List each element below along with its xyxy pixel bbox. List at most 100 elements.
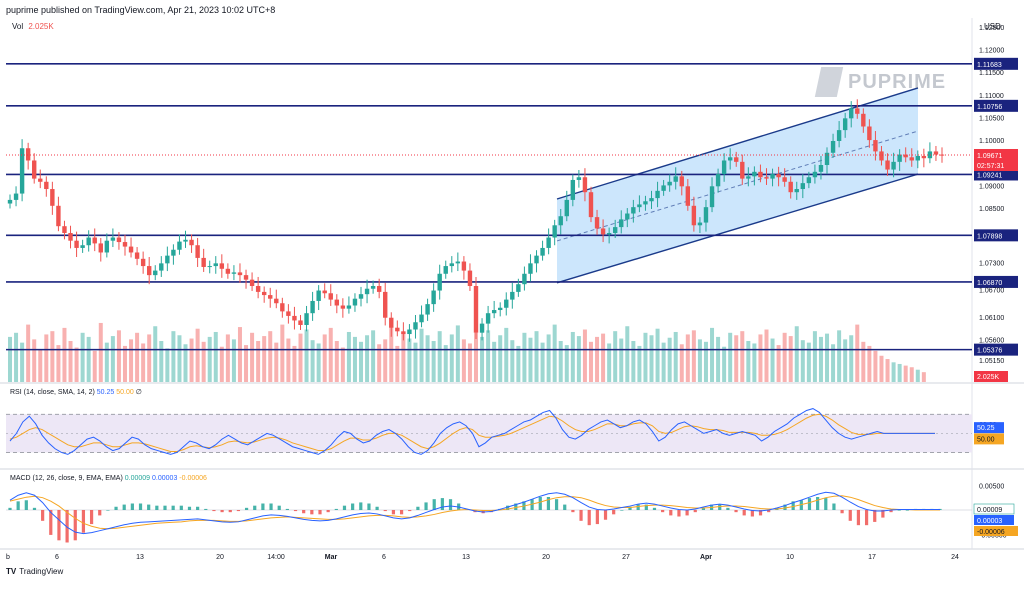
candle-body xyxy=(582,177,588,193)
candle-body xyxy=(849,108,854,119)
volume-bar xyxy=(915,369,920,382)
candle-body xyxy=(836,130,842,141)
price-axis-tick: 1.12000 xyxy=(979,47,1004,54)
volume-bar xyxy=(401,332,406,382)
volume-bar xyxy=(165,348,170,382)
candle-body xyxy=(830,140,836,153)
macd-histogram-bar xyxy=(73,510,77,541)
volume-bar xyxy=(92,350,97,382)
candle-body xyxy=(661,185,666,191)
candle-body xyxy=(679,176,684,187)
macd-histogram-bar xyxy=(873,510,877,522)
vol-label-text: Vol xyxy=(12,22,24,31)
volume-bar xyxy=(831,344,836,382)
volume-bar xyxy=(843,339,848,382)
candle-body xyxy=(498,307,503,311)
price-axis-tick: 1.05600 xyxy=(979,337,1004,344)
volume-bar xyxy=(885,359,890,382)
macd-histogram-bar xyxy=(579,510,583,521)
volume-bar xyxy=(691,330,696,382)
volume-bar xyxy=(710,327,715,382)
volume-bar xyxy=(492,341,497,382)
macd-histogram-bar xyxy=(253,505,257,510)
level-price-tag xyxy=(974,343,1018,356)
volume-bar xyxy=(213,331,218,382)
volume-bar xyxy=(431,341,436,382)
volume-bar xyxy=(280,324,285,382)
candle-body xyxy=(564,199,569,217)
macd-hist-tag xyxy=(973,503,1015,515)
volume-bar xyxy=(522,332,527,382)
candle-body xyxy=(38,178,43,182)
macd-legend-signal: -0.00006 xyxy=(179,475,207,482)
macd-histogram-bar xyxy=(41,510,45,521)
time-axis-tick: b xyxy=(6,554,10,561)
candle-body xyxy=(231,272,237,274)
macd-histogram-bar xyxy=(244,507,249,510)
macd-histogram-bar xyxy=(383,510,387,512)
volume-bar xyxy=(455,325,460,382)
candle-body xyxy=(153,270,158,276)
candle-body xyxy=(855,108,860,114)
volume-bar xyxy=(685,334,690,382)
macd-histogram-bar xyxy=(685,510,689,516)
candle-body xyxy=(782,177,787,182)
macd-histogram-bar xyxy=(285,508,289,510)
volume-bar xyxy=(50,331,55,382)
volume-bar xyxy=(377,344,382,382)
volume-bar xyxy=(504,327,509,382)
volume-bar xyxy=(746,341,751,382)
rsi-legend-ma: 50.00 xyxy=(116,389,134,396)
candle-body xyxy=(558,216,563,226)
price-axis-tick: 1.10500 xyxy=(979,115,1004,122)
volume-bar xyxy=(752,343,757,382)
candle-body xyxy=(703,207,709,223)
volume-bar xyxy=(498,335,503,382)
macd-histogram-bar xyxy=(8,507,12,510)
macd-histogram-bar xyxy=(603,510,608,520)
macd-histogram-bar xyxy=(391,510,396,515)
volume-bar xyxy=(474,332,478,382)
level-price-label: 1.07898 xyxy=(977,233,1002,240)
macd-legend-macd: 0.00003 xyxy=(152,475,178,482)
candle-body xyxy=(431,290,436,305)
candle-body xyxy=(50,189,55,206)
candle-body xyxy=(588,192,594,218)
candle-body xyxy=(19,148,25,194)
volume-bar xyxy=(788,336,793,382)
volume-bar xyxy=(359,341,364,382)
volume-bar xyxy=(461,339,466,382)
macd-histogram-bar xyxy=(856,510,861,526)
candle-body xyxy=(740,161,745,179)
candle-body xyxy=(364,288,370,295)
macd-histogram-bar xyxy=(49,510,53,535)
volume-bar xyxy=(334,341,339,382)
candle-body xyxy=(570,179,576,200)
volume-bar xyxy=(673,331,678,382)
volume-bar xyxy=(667,337,672,382)
macd-histogram-bar xyxy=(179,505,183,510)
volume-bar xyxy=(383,339,388,382)
volume-bar xyxy=(601,333,606,382)
macd-histogram-bar xyxy=(163,505,167,510)
volume-bar xyxy=(225,334,230,382)
level-price-label: 1.06870 xyxy=(977,280,1002,287)
volume-bar xyxy=(68,341,73,382)
volume-bar xyxy=(346,331,351,382)
macd-value-label: 0.00003 xyxy=(977,518,1002,525)
macd-histogram-bar xyxy=(628,506,632,510)
volume-bar xyxy=(776,345,781,382)
volume-bar xyxy=(38,349,43,382)
volume-bar xyxy=(231,339,236,382)
time-axis-tick: Apr xyxy=(700,554,712,561)
candle-body xyxy=(128,246,134,253)
candle-body xyxy=(885,160,890,170)
candle-body xyxy=(746,176,751,179)
volume-bar xyxy=(564,345,569,382)
macd-histogram-bar xyxy=(546,497,551,510)
candle-body xyxy=(522,273,527,285)
tradingview-logo-icon: TV xyxy=(6,567,17,576)
candle-body xyxy=(25,148,31,161)
tradingview-footer[interactable]: TV TradingView xyxy=(6,567,63,576)
volume-bar xyxy=(595,336,600,382)
